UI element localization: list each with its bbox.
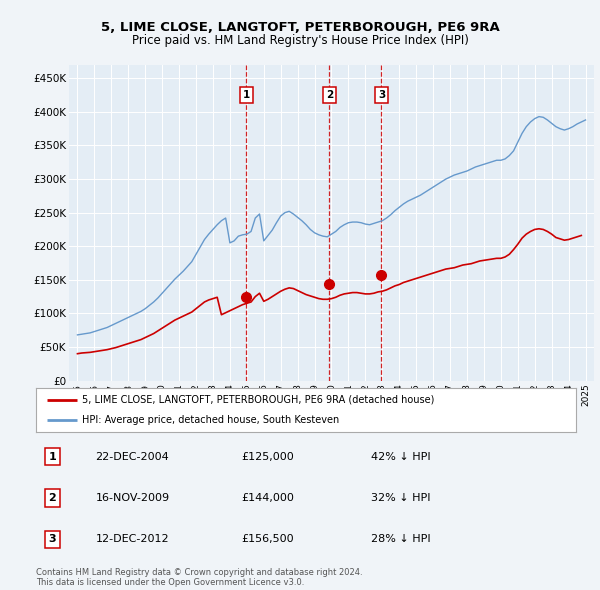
Text: 1: 1 — [49, 452, 56, 461]
Text: 3: 3 — [378, 90, 385, 100]
Text: 28% ↓ HPI: 28% ↓ HPI — [371, 535, 430, 544]
Text: 2: 2 — [326, 90, 333, 100]
Text: HPI: Average price, detached house, South Kesteven: HPI: Average price, detached house, Sout… — [82, 415, 339, 425]
Text: Price paid vs. HM Land Registry's House Price Index (HPI): Price paid vs. HM Land Registry's House … — [131, 34, 469, 47]
Text: 3: 3 — [49, 535, 56, 544]
Text: Contains HM Land Registry data © Crown copyright and database right 2024.: Contains HM Land Registry data © Crown c… — [36, 568, 362, 576]
Text: 42% ↓ HPI: 42% ↓ HPI — [371, 452, 430, 461]
Text: £144,000: £144,000 — [241, 493, 294, 503]
Text: 22-DEC-2004: 22-DEC-2004 — [95, 452, 169, 461]
Text: 5, LIME CLOSE, LANGTOFT, PETERBOROUGH, PE6 9RA: 5, LIME CLOSE, LANGTOFT, PETERBOROUGH, P… — [101, 21, 499, 34]
Text: 5, LIME CLOSE, LANGTOFT, PETERBOROUGH, PE6 9RA (detached house): 5, LIME CLOSE, LANGTOFT, PETERBOROUGH, P… — [82, 395, 434, 405]
Text: 2: 2 — [49, 493, 56, 503]
Text: £156,500: £156,500 — [241, 535, 294, 544]
Text: 16-NOV-2009: 16-NOV-2009 — [95, 493, 170, 503]
Text: This data is licensed under the Open Government Licence v3.0.: This data is licensed under the Open Gov… — [36, 578, 304, 587]
Text: 1: 1 — [242, 90, 250, 100]
Text: £125,000: £125,000 — [241, 452, 294, 461]
Text: 32% ↓ HPI: 32% ↓ HPI — [371, 493, 430, 503]
Text: 12-DEC-2012: 12-DEC-2012 — [95, 535, 169, 544]
